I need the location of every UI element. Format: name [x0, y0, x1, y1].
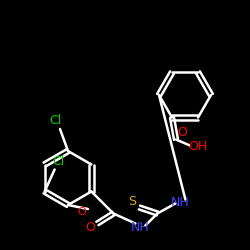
Text: O: O	[78, 207, 86, 217]
Text: OH: OH	[188, 140, 208, 153]
Text: NH: NH	[131, 221, 150, 234]
Text: S: S	[128, 195, 136, 208]
Text: Cl: Cl	[49, 114, 61, 128]
Text: NH: NH	[171, 196, 190, 209]
Text: O: O	[177, 126, 187, 139]
Text: Cl: Cl	[52, 155, 65, 168]
Text: O: O	[86, 221, 95, 234]
